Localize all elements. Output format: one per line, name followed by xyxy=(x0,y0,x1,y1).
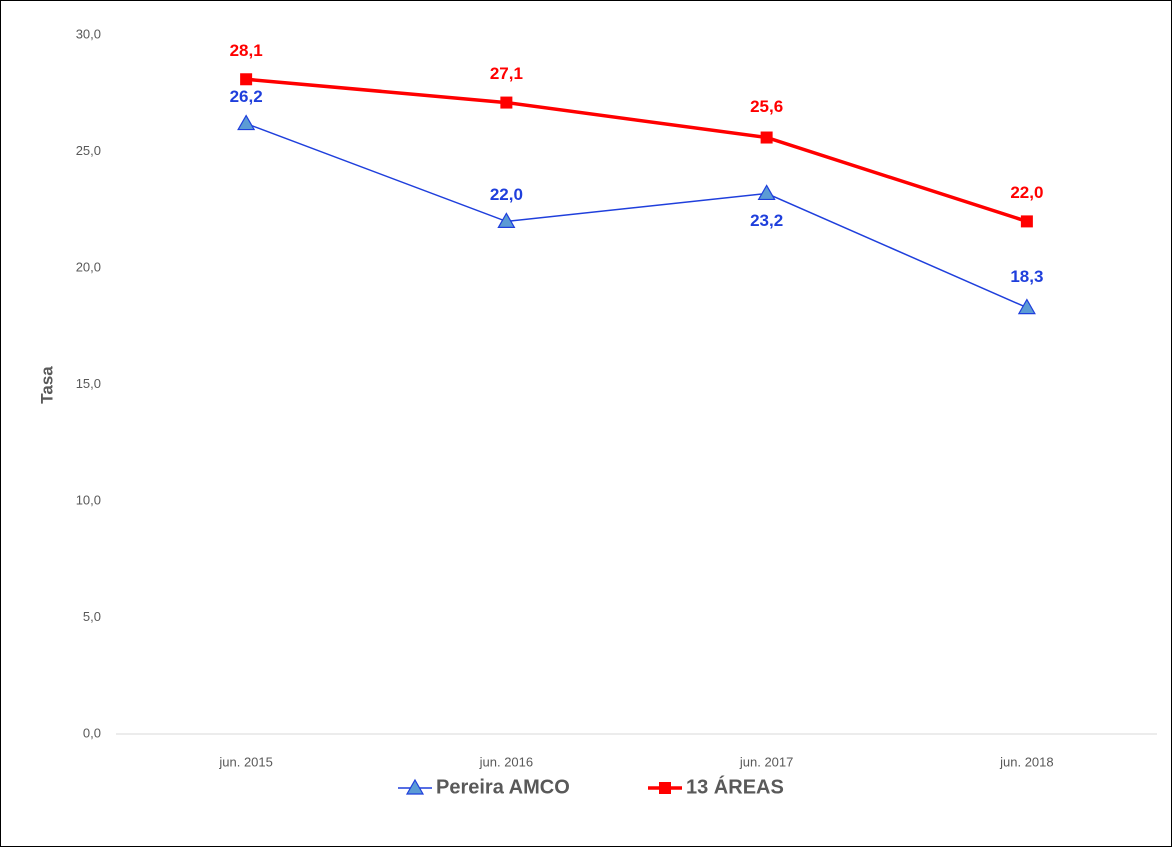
marker xyxy=(405,778,425,795)
data-label: 28,1 xyxy=(230,41,263,60)
data-label: 22,0 xyxy=(1010,183,1043,202)
y-tick-label: 15,0 xyxy=(76,376,101,391)
data-label: 25,6 xyxy=(750,97,783,116)
marker xyxy=(757,184,776,201)
data-label: 26,2 xyxy=(230,87,263,106)
data-label: 27,1 xyxy=(490,64,523,83)
y-tick-label: 20,0 xyxy=(76,259,101,274)
y-tick-label: 10,0 xyxy=(76,492,101,507)
series-line xyxy=(245,122,1028,309)
marker xyxy=(500,96,513,109)
series-line xyxy=(245,77,1028,224)
y-axis-title: Tasa xyxy=(37,366,56,404)
y-tick-label: 0,0 xyxy=(83,725,101,740)
marker xyxy=(659,782,671,794)
legend-label: 13 ÁREAS xyxy=(686,775,784,798)
x-tick-label: jun. 2015 xyxy=(218,754,273,769)
data-label: 22,0 xyxy=(490,185,523,204)
marker xyxy=(497,212,516,228)
y-tick-label: 25,0 xyxy=(76,143,101,158)
legend-label: Pereira AMCO xyxy=(436,776,570,798)
data-label: 18,3 xyxy=(1010,267,1043,286)
marker xyxy=(240,73,253,86)
data-label: 23,2 xyxy=(750,211,783,230)
x-tick-label: jun. 2018 xyxy=(999,754,1054,769)
x-tick-label: jun. 2017 xyxy=(739,754,794,769)
y-tick-label: 30,0 xyxy=(76,26,101,41)
marker xyxy=(1020,215,1033,228)
marker xyxy=(1017,298,1036,315)
x-tick-label: jun. 2016 xyxy=(479,754,534,769)
y-tick-label: 5,0 xyxy=(83,609,101,624)
marker xyxy=(237,114,256,131)
marker xyxy=(760,131,773,144)
